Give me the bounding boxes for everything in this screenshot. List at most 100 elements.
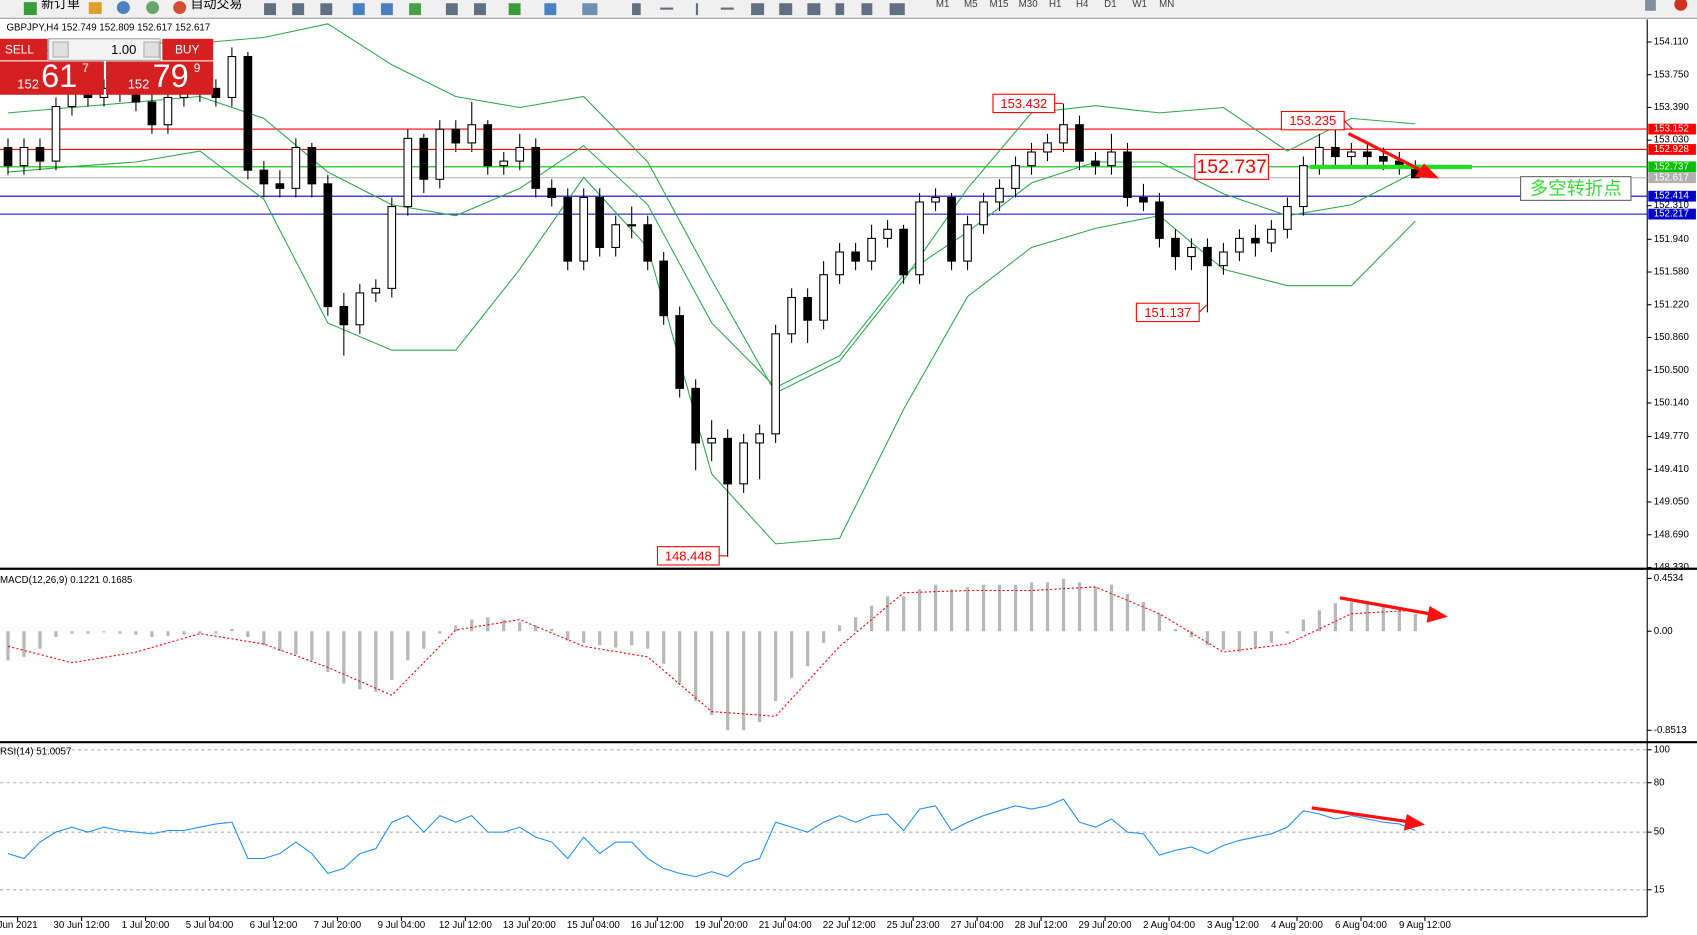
macd-bar <box>1045 582 1050 632</box>
tool-icon[interactable] <box>861 3 873 16</box>
bid-point[interactable]: 7 <box>82 61 89 75</box>
ask-pips[interactable]: 79 <box>153 58 189 94</box>
tool-icon[interactable] <box>632 3 641 16</box>
candle-body <box>563 196 573 262</box>
lots-value[interactable]: 1.00 <box>111 42 136 57</box>
candle-body <box>355 292 365 326</box>
tool-icon[interactable] <box>380 3 393 16</box>
macd-bar <box>774 631 778 702</box>
buy-label[interactable]: BUY <box>175 43 200 57</box>
tool-icon[interactable] <box>660 7 674 10</box>
tool-icon[interactable] <box>544 3 557 16</box>
macd-bar <box>326 631 330 672</box>
new-order-icon[interactable] <box>23 2 37 16</box>
macd-bar <box>1301 619 1306 632</box>
macd-bar <box>789 631 794 678</box>
timeframe-button[interactable]: D1 <box>1104 0 1116 10</box>
toolbar-icon[interactable] <box>116 1 130 15</box>
close-icon[interactable] <box>1674 0 1688 11</box>
candle-body <box>707 437 716 444</box>
sell-button[interactable] <box>0 38 48 61</box>
arrows <box>1311 132 1448 831</box>
tool-icon[interactable] <box>508 3 521 16</box>
bid-box[interactable] <box>0 61 104 95</box>
timeframe-button[interactable]: M30 <box>1019 0 1039 10</box>
macd-bar <box>550 628 554 632</box>
macd-bar <box>1397 607 1401 632</box>
bid-big[interactable]: 152 <box>17 77 39 92</box>
price-level-label: 153.152 <box>1654 124 1689 135</box>
spin-button[interactable] <box>52 41 69 58</box>
auto-trade[interactable]: 自动交易 <box>190 0 242 12</box>
tool-icon[interactable] <box>807 3 821 16</box>
candle-body <box>787 296 796 335</box>
tool-icon[interactable] <box>320 3 333 16</box>
tool-icon[interactable] <box>409 3 422 16</box>
timeframe-button[interactable]: M5 <box>964 0 978 10</box>
candle-body <box>1091 160 1100 167</box>
tool-icon[interactable] <box>352 3 365 16</box>
x-tick-label: 3 Aug 12:00 <box>1207 920 1260 931</box>
tool-icon[interactable] <box>835 3 845 16</box>
x-tick-label: 4 Aug 20:00 <box>1271 920 1324 931</box>
buy-button[interactable] <box>162 38 214 61</box>
y-tick-label: 0.4534 <box>1654 573 1684 584</box>
x-tick-label: 30 Jun 12:00 <box>53 920 110 931</box>
candle-body <box>3 146 13 167</box>
price-level-tag <box>1648 123 1696 135</box>
candle-body <box>1123 151 1132 199</box>
auto-trade-icon[interactable] <box>173 1 187 15</box>
ask-box[interactable] <box>106 61 214 95</box>
y-tick-label: 80 <box>1654 777 1665 788</box>
tool-icon[interactable] <box>779 3 793 16</box>
toolbar-icon[interactable] <box>88 2 102 15</box>
new-order[interactable]: 新订单 <box>41 0 80 12</box>
timeframe-button[interactable]: MN <box>1159 0 1174 10</box>
window-icon[interactable] <box>1645 0 1656 11</box>
timeframe-button[interactable]: W1 <box>1132 0 1147 10</box>
annotation-leader <box>1343 120 1354 130</box>
sell-label[interactable]: SELL <box>5 43 34 57</box>
macd-bar <box>614 631 618 648</box>
macd-bar <box>390 631 394 681</box>
macd-bar <box>965 587 970 632</box>
tool-icon[interactable] <box>720 7 734 10</box>
candle-body <box>467 124 477 144</box>
timeframe-button[interactable]: H4 <box>1076 0 1089 10</box>
macd-bar <box>502 619 506 632</box>
tool-icon[interactable] <box>695 3 699 16</box>
timeframe-button[interactable]: M15 <box>989 0 1008 10</box>
macd-bar <box>1413 613 1417 632</box>
tool-icon[interactable] <box>889 3 905 16</box>
macd-bar <box>1317 610 1321 632</box>
y-tick-label: 149.410 <box>1654 464 1690 475</box>
annotation: 153.432 <box>1000 96 1047 111</box>
macd-bar <box>118 631 122 634</box>
lots-box[interactable] <box>48 38 161 61</box>
macd-bar <box>1141 602 1146 632</box>
candle-body <box>483 124 493 167</box>
tool-icon[interactable] <box>445 3 458 16</box>
macd-bar <box>86 631 90 634</box>
rsi-title: RSI(14) 51.0057 <box>0 746 71 757</box>
tool-icon[interactable] <box>292 3 305 16</box>
tool-icon[interactable] <box>474 3 486 16</box>
tool-icon[interactable] <box>582 3 598 16</box>
x-tick-label: 27 Jul 04:00 <box>951 920 1005 931</box>
toolbar-icon[interactable] <box>146 1 160 15</box>
x-tick-label: 13 Jul 20:00 <box>503 920 557 931</box>
y-tick-label: 150.140 <box>1654 398 1690 409</box>
timeframe-button[interactable]: H1 <box>1049 0 1061 10</box>
macd-bar <box>949 589 954 632</box>
spin-button[interactable] <box>143 41 160 58</box>
tool-icon[interactable] <box>751 3 765 16</box>
ask-point[interactable]: 9 <box>194 61 201 75</box>
x-tick-label: 1 Jul 20:00 <box>122 920 170 931</box>
candle-body <box>835 251 844 276</box>
bid-pips[interactable]: 61 <box>41 58 77 94</box>
tool-icon[interactable] <box>264 3 276 16</box>
y-tick-label: 151.940 <box>1654 234 1690 245</box>
ask-big[interactable]: 152 <box>128 77 150 92</box>
macd-bar <box>518 621 522 632</box>
timeframe-button[interactable]: M1 <box>936 0 950 10</box>
